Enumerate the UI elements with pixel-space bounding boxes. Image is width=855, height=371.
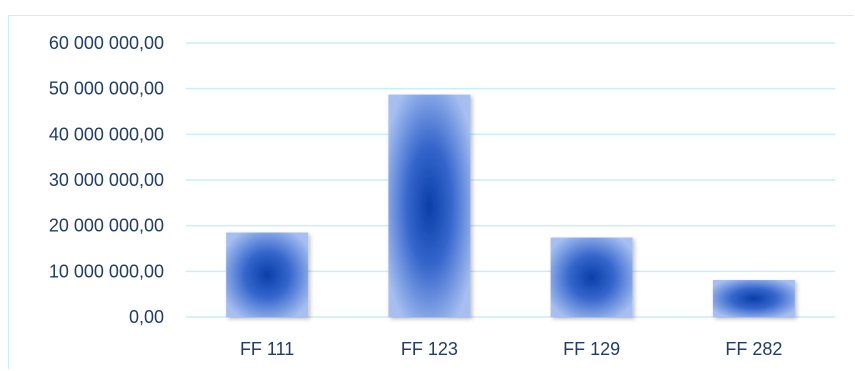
x-category-label: FF 282 — [725, 339, 782, 359]
bar-ff-129 — [550, 237, 633, 317]
gridlines — [186, 42, 835, 318]
bar-ff-123 — [388, 94, 471, 317]
bar-ff-111 — [226, 232, 309, 317]
chart-frame — [8, 15, 853, 369]
x-axis-labels: FF 111 FF 123 FF 129 FF 282 — [240, 339, 782, 359]
x-category-label: FF 111 — [240, 339, 294, 359]
y-tick-label: 10 000 000,00 — [49, 261, 164, 281]
bars — [226, 94, 795, 317]
y-tick-label: 20 000 000,00 — [49, 216, 164, 236]
y-tick-label: 30 000 000,00 — [49, 170, 164, 190]
y-tick-label: 0,00 — [129, 307, 164, 327]
x-category-label: FF 123 — [401, 339, 458, 359]
y-tick-label: 60 000 000,00 — [49, 33, 164, 53]
y-axis-ticks: 0,00 10 000 000,00 20 000 000,00 30 000 000… — [49, 33, 164, 327]
x-category-label: FF 129 — [563, 339, 620, 359]
bar-ff-282 — [712, 280, 795, 317]
y-tick-label: 50 000 000,00 — [49, 79, 164, 99]
y-tick-label: 40 000 000,00 — [49, 124, 164, 144]
